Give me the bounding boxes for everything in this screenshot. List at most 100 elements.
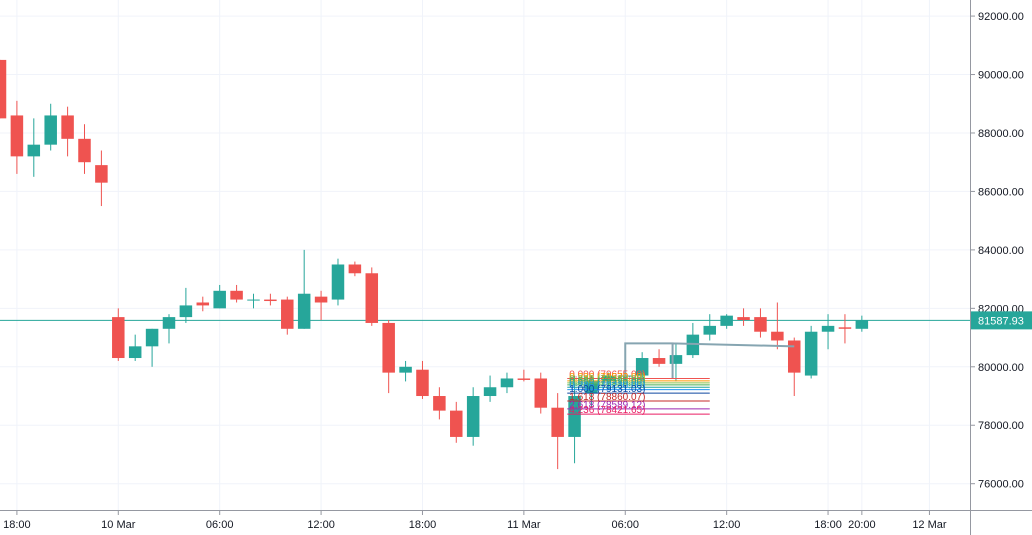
candle[interactable] — [416, 360, 429, 399]
candle[interactable] — [44, 103, 57, 151]
candle[interactable] — [771, 302, 784, 350]
trend-drawing[interactable] — [624, 342, 795, 379]
candle-body[interactable] — [264, 299, 277, 302]
candle-body[interactable] — [635, 358, 649, 376]
candle[interactable] — [821, 314, 835, 350]
candle[interactable] — [331, 258, 345, 306]
candle-body[interactable] — [483, 387, 497, 397]
candle-body[interactable] — [61, 115, 74, 139]
candle[interactable] — [179, 287, 193, 323]
candle-body[interactable] — [669, 355, 683, 364]
candle[interactable] — [348, 261, 362, 277]
candle-body[interactable] — [804, 331, 818, 376]
candle[interactable] — [534, 372, 548, 414]
candle-body[interactable] — [568, 396, 581, 437]
candle[interactable] — [855, 315, 869, 332]
candle-body[interactable] — [297, 293, 311, 329]
candle-body[interactable] — [771, 331, 784, 341]
candle[interactable] — [466, 387, 480, 446]
candle[interactable] — [551, 393, 564, 470]
candle-body[interactable] — [416, 369, 429, 397]
candle[interactable] — [314, 290, 328, 321]
candle-body[interactable] — [10, 115, 24, 157]
candle[interactable] — [0, 59, 7, 119]
candle[interactable] — [433, 387, 446, 420]
candle-body[interactable] — [500, 378, 514, 388]
candle[interactable] — [500, 372, 514, 394]
candle[interactable] — [652, 349, 666, 367]
candle[interactable] — [804, 325, 818, 379]
candle-body[interactable] — [230, 290, 243, 300]
candle-body[interactable] — [720, 315, 733, 326]
candle[interactable] — [568, 375, 581, 464]
candle-body[interactable] — [399, 366, 412, 373]
last-price-tag[interactable]: 81587.93 — [971, 311, 1032, 330]
candle[interactable] — [196, 296, 210, 312]
candle[interactable] — [399, 360, 412, 382]
candle-body[interactable] — [44, 115, 57, 145]
candle-body[interactable] — [128, 346, 142, 359]
trend-line[interactable] — [624, 342, 795, 379]
candle[interactable] — [483, 375, 497, 402]
candle-body[interactable] — [281, 299, 294, 329]
candle[interactable] — [112, 308, 125, 361]
candle[interactable] — [669, 343, 683, 382]
candle[interactable] — [838, 314, 852, 344]
candle-body[interactable] — [855, 320, 869, 329]
candle[interactable] — [720, 314, 733, 329]
candle[interactable] — [517, 369, 531, 382]
candle[interactable] — [128, 334, 142, 361]
candle-body[interactable] — [821, 325, 835, 332]
candle[interactable] — [382, 320, 395, 394]
candle-body[interactable] — [466, 396, 480, 437]
candle[interactable] — [145, 328, 159, 367]
candle[interactable] — [230, 284, 243, 303]
candle-body[interactable] — [95, 165, 108, 183]
candle-body[interactable] — [433, 396, 446, 411]
candle[interactable] — [281, 296, 294, 335]
candle[interactable] — [264, 293, 277, 306]
candle-body[interactable] — [737, 317, 750, 321]
candle[interactable] — [10, 100, 24, 174]
candle-body[interactable] — [551, 407, 564, 437]
candle-body[interactable] — [196, 302, 210, 306]
candle[interactable] — [686, 322, 700, 359]
candle-body[interactable] — [703, 325, 717, 335]
candle[interactable] — [27, 118, 41, 177]
candle-body[interactable] — [145, 328, 159, 347]
candle-body[interactable] — [247, 299, 260, 301]
candle-body[interactable] — [365, 273, 379, 323]
candle-body[interactable] — [652, 358, 666, 364]
candle[interactable] — [247, 293, 260, 309]
candle[interactable] — [162, 314, 176, 344]
candles[interactable] — [0, 59, 869, 470]
candle[interactable] — [754, 308, 767, 338]
candle-body[interactable] — [450, 410, 463, 437]
candle[interactable] — [737, 308, 750, 326]
fibonacci-levels[interactable]: 0.000 (79655.00)0.236 (79570.00)0.382 (7… — [567, 369, 710, 416]
candle[interactable] — [365, 267, 379, 326]
candle-body[interactable] — [27, 144, 41, 157]
candle-body[interactable] — [213, 290, 226, 309]
candle-body[interactable] — [754, 317, 767, 332]
candle-body[interactable] — [314, 296, 328, 303]
candle-body[interactable] — [517, 378, 531, 380]
candle[interactable] — [61, 106, 74, 157]
candle[interactable] — [297, 249, 311, 329]
candle-body[interactable] — [112, 317, 125, 359]
candle-body[interactable] — [0, 59, 7, 119]
candle[interactable] — [635, 352, 649, 382]
candle[interactable] — [450, 401, 463, 443]
candle-body[interactable] — [382, 322, 395, 373]
candle-body[interactable] — [838, 327, 852, 329]
candle-body[interactable] — [331, 264, 345, 300]
candle[interactable] — [213, 284, 226, 309]
candle[interactable] — [703, 314, 717, 341]
candle-body[interactable] — [179, 305, 193, 318]
candle[interactable] — [95, 150, 108, 207]
candle-body[interactable] — [348, 264, 362, 274]
candle[interactable] — [787, 337, 801, 397]
candle-body[interactable] — [787, 340, 801, 373]
candle-body[interactable] — [78, 138, 91, 163]
